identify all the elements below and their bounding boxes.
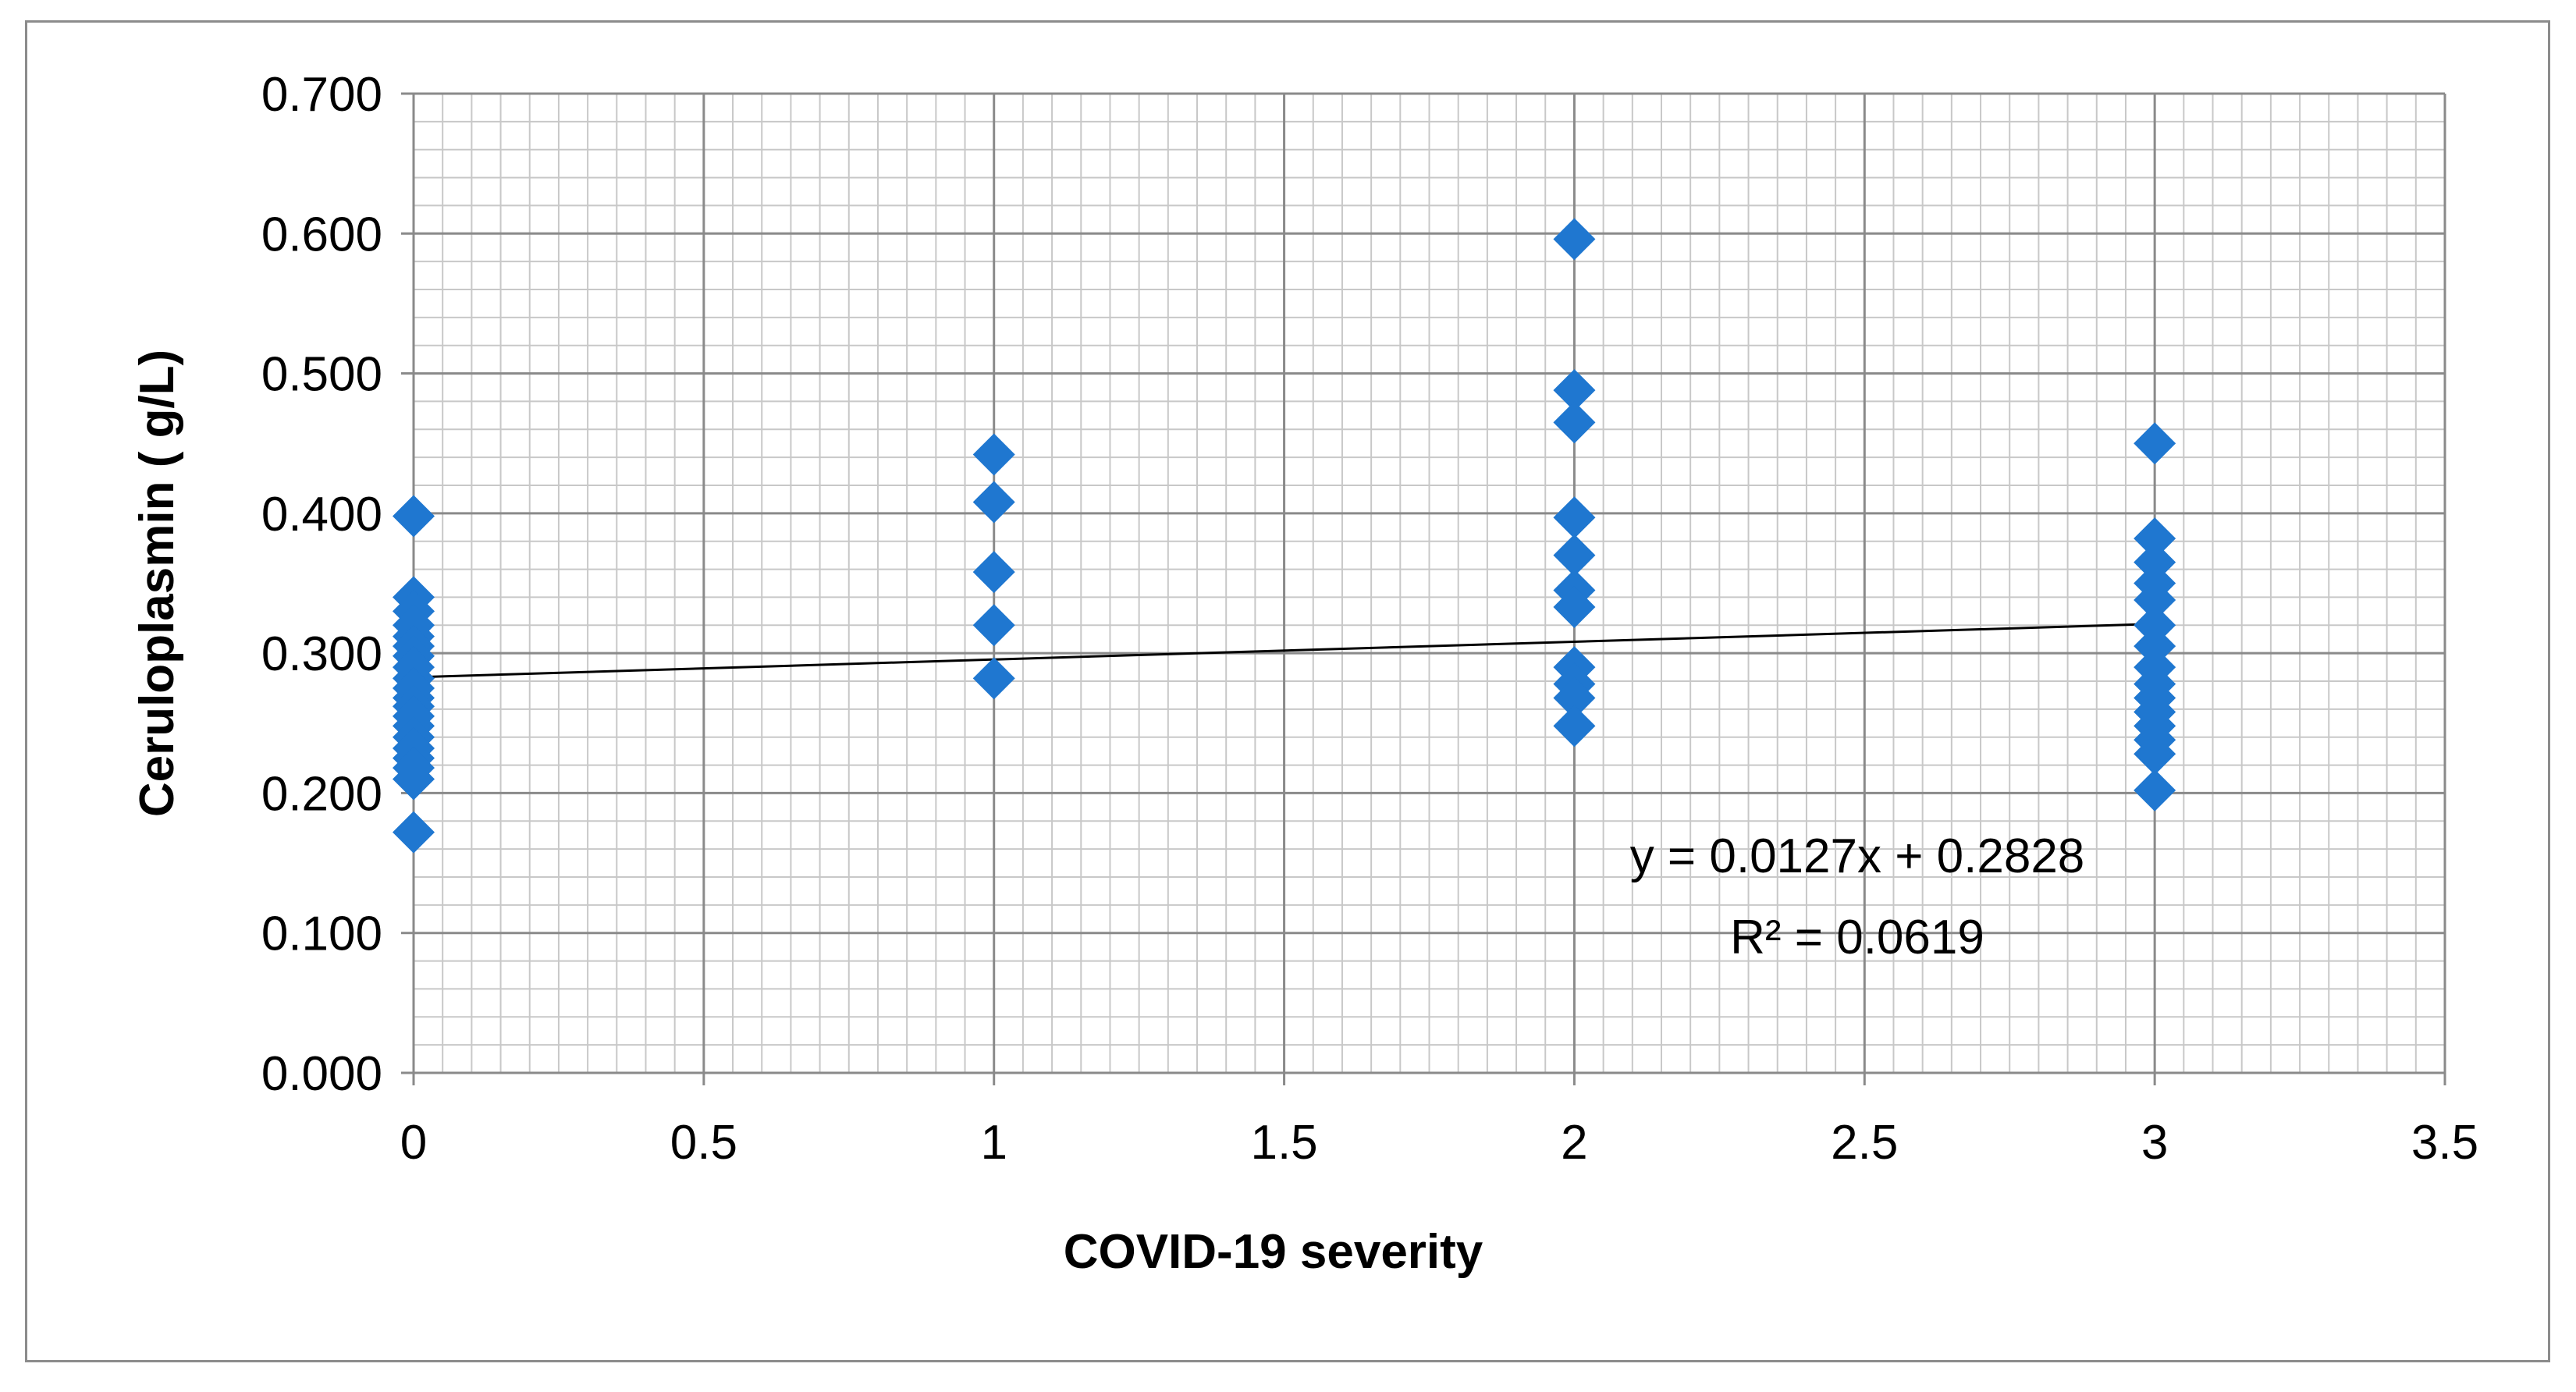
x-tick-label: 3 [2141, 1116, 2168, 1170]
y-tick-label: 0.400 [261, 488, 382, 542]
data-point [2134, 579, 2176, 622]
x-tick-label: 2 [1561, 1116, 1587, 1170]
trendline-equation: y = 0.0127x + 0.2828 [1630, 829, 2085, 883]
x-tick-label: 1.5 [1250, 1116, 1317, 1170]
data-point [1553, 369, 1596, 412]
data-point [2134, 422, 2176, 465]
data-point [1553, 218, 1596, 261]
y-tick-label: 0.700 [261, 68, 382, 122]
data-point [972, 657, 1015, 700]
trendline-r-squared: R² = 0.0619 [1730, 911, 1984, 964]
data-point [1553, 705, 1596, 747]
minor-gridlines [414, 94, 2445, 1073]
data-point [393, 495, 435, 538]
x-axis-tick-labels: 0 0.5 1 1.5 2 2.5 3 3.5 [400, 1116, 2478, 1170]
data-point [393, 811, 435, 854]
y-tick-label: 0.500 [261, 348, 382, 402]
data-point [1553, 585, 1596, 628]
y-tick-label: 0.200 [261, 767, 382, 821]
y-axis-title: Ceruloplasmin ( g/L) [130, 350, 184, 817]
data-point [972, 433, 1015, 476]
y-tick-label: 0.300 [261, 627, 382, 681]
data-points [393, 218, 2176, 854]
data-point [1553, 534, 1596, 577]
x-axis-title: COVID-19 severity [1064, 1225, 1483, 1279]
data-point [2134, 733, 2176, 776]
data-point [393, 758, 435, 801]
data-point [972, 481, 1015, 524]
x-tick-label: 3.5 [2411, 1116, 2478, 1170]
data-point [2134, 769, 2176, 811]
data-point [972, 604, 1015, 647]
x-tick-label: 1 [980, 1116, 1007, 1170]
data-point [1553, 676, 1596, 719]
x-tick-label: 0 [400, 1116, 427, 1170]
data-point [1553, 496, 1596, 539]
trendline-group [413, 623, 2155, 679]
x-tick-label: 2.5 [1831, 1116, 1898, 1170]
y-tick-label: 0.600 [261, 208, 382, 261]
y-tick-label: 0.100 [261, 907, 382, 961]
data-point [1553, 401, 1596, 444]
data-point [972, 551, 1015, 594]
trendline [413, 623, 2155, 679]
y-axis-tick-labels: 0.000 0.100 0.200 0.300 0.400 0.500 0.600 0.700 [261, 68, 382, 1101]
y-tick-label: 0.000 [261, 1047, 382, 1101]
data-point [2134, 517, 2176, 560]
x-tick-label: 0.5 [670, 1116, 737, 1170]
